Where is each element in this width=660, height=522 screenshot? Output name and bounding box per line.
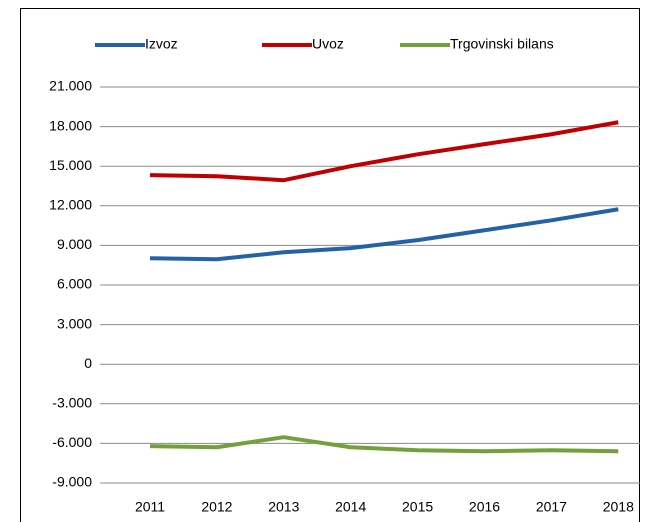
legend-label: Izvoz	[145, 36, 178, 52]
series-line	[149, 207, 619, 262]
y-tick-label: 6.000	[57, 276, 92, 292]
x-tick-label: 2013	[268, 499, 299, 515]
y-tick-label: 18.000	[49, 117, 92, 133]
y-tick-label: -9.000	[52, 474, 92, 490]
y-tick-label: 12.000	[49, 197, 92, 213]
legend-label: Uvoz	[312, 36, 344, 52]
y-tick-label: 21.000	[49, 78, 92, 94]
y-tick-label: 9.000	[57, 236, 92, 252]
series-line	[149, 120, 619, 183]
x-tick-label: 2018	[603, 499, 634, 515]
y-tick-label: 15.000	[49, 157, 92, 173]
x-tick-label: 2015	[402, 499, 433, 515]
x-tick-label: 2014	[335, 499, 366, 515]
x-tick-label: 2012	[201, 499, 232, 515]
y-tick-label: -3.000	[52, 395, 92, 411]
x-tick-label: 2017	[536, 499, 567, 515]
x-tick-label: 2016	[469, 499, 500, 515]
chart-frame	[20, 8, 640, 522]
y-tick-label: -6.000	[52, 434, 92, 450]
legend-label: Trgovinski bilans	[450, 36, 554, 52]
series-line	[149, 435, 619, 454]
x-tick-label: 2011	[135, 499, 165, 515]
y-tick-label: 0	[84, 355, 92, 371]
y-tick-label: 3.000	[57, 315, 92, 331]
